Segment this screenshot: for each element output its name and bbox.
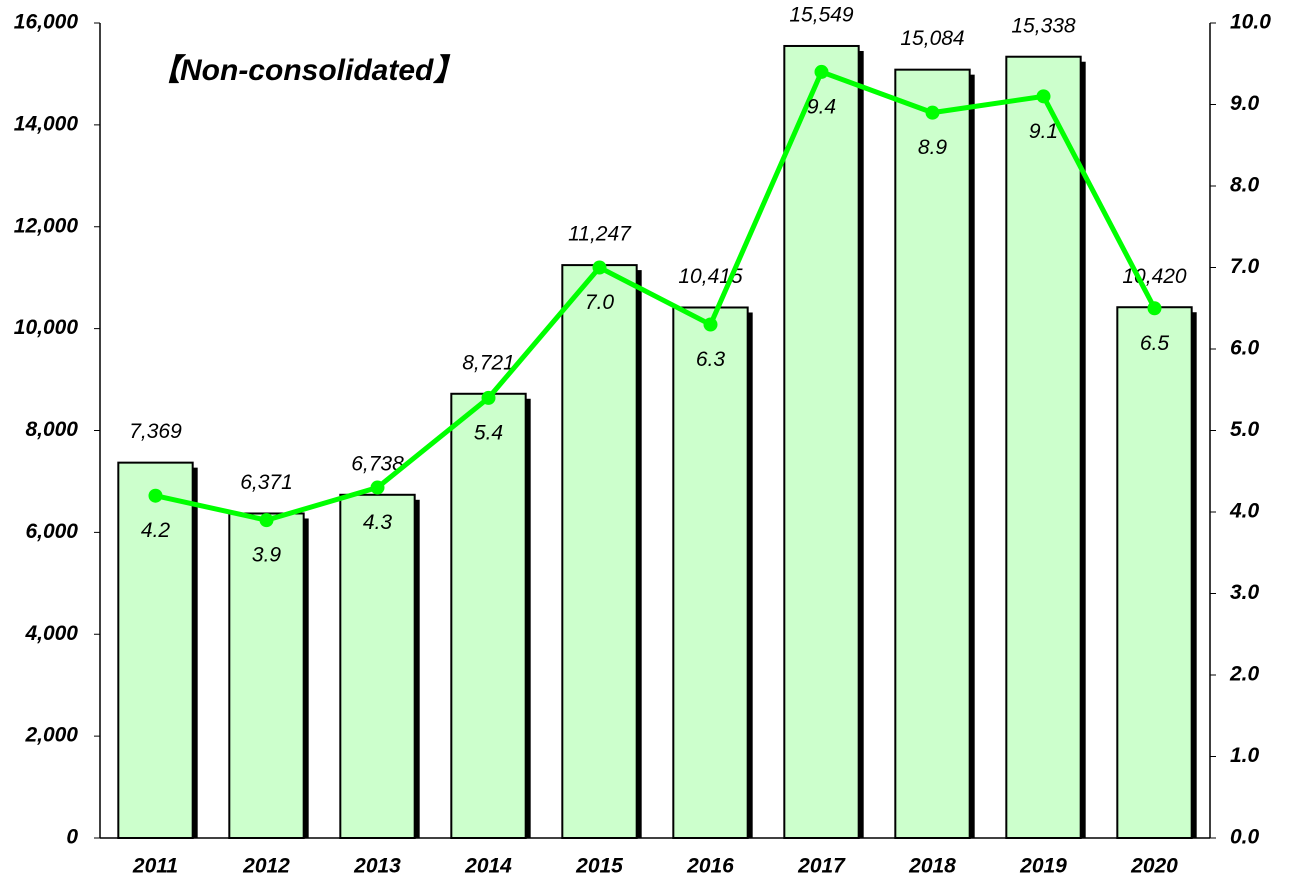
line-marker xyxy=(1036,89,1051,104)
line-value-label: 4.2 xyxy=(141,519,171,542)
y2-tick-label: 10.0 xyxy=(1230,11,1271,34)
line-marker xyxy=(592,260,607,275)
y2-tick-label: 7.0 xyxy=(1230,255,1260,278)
bar xyxy=(561,264,638,839)
line-marker xyxy=(370,480,385,495)
bar xyxy=(783,44,860,839)
line-marker xyxy=(259,513,274,528)
line-marker xyxy=(925,105,940,120)
y-tick-label: 12,000 xyxy=(14,214,79,237)
x-tick-label: 2013 xyxy=(353,855,401,878)
x-tick-label: 2019 xyxy=(1019,855,1067,878)
line-marker xyxy=(814,64,829,79)
line-value-label: 9.1 xyxy=(1029,120,1058,143)
y-tick-label: 4,000 xyxy=(24,622,78,645)
bar-value-label: 11,247 xyxy=(568,223,632,246)
line-value-label: 3.9 xyxy=(252,544,282,567)
annotation: 【Non-consolidated】 xyxy=(150,54,463,87)
y-tick-label: 2,000 xyxy=(24,724,78,747)
x-tick-label: 2020 xyxy=(1130,855,1178,878)
bar xyxy=(672,306,749,839)
x-tick-label: 2015 xyxy=(575,855,623,878)
line-marker xyxy=(1147,301,1162,316)
line-value-label: 7.0 xyxy=(585,291,615,314)
bar xyxy=(1116,306,1193,839)
y2-tick-label: 2.0 xyxy=(1229,663,1260,686)
line-value-label: 6.5 xyxy=(1140,332,1170,355)
y2-tick-label: 5.0 xyxy=(1230,418,1260,441)
bar xyxy=(339,493,416,839)
line-marker xyxy=(148,488,163,503)
y2-tick-label: 0.0 xyxy=(1230,826,1260,849)
line-value-label: 9.4 xyxy=(807,95,836,118)
line-value-label: 8.9 xyxy=(918,136,948,159)
bar xyxy=(450,392,527,839)
y2-tick-label: 3.0 xyxy=(1230,581,1260,604)
x-tick-label: 2014 xyxy=(464,855,512,878)
x-tick-label: 2012 xyxy=(242,855,290,878)
y2-tick-label: 9.0 xyxy=(1230,92,1260,115)
bar-value-label: 15,084 xyxy=(900,27,964,50)
bar xyxy=(894,68,971,839)
x-tick-label: 2017 xyxy=(797,855,846,878)
bar-value-label: 6,738 xyxy=(351,452,404,475)
bar xyxy=(1005,55,1082,839)
bar-value-label: 7,369 xyxy=(129,420,182,443)
bar-value-label: 8,721 xyxy=(462,351,515,374)
y-tick-label: 14,000 xyxy=(14,112,79,135)
y-tick-label: 6,000 xyxy=(25,520,78,543)
line-value-label: 5.4 xyxy=(474,421,503,444)
x-tick-label: 2016 xyxy=(686,855,734,878)
y-tick-label: 10,000 xyxy=(14,316,79,339)
line-value-label: 4.3 xyxy=(363,511,393,534)
y2-tick-label: 8.0 xyxy=(1230,174,1260,197)
bar-value-label: 15,549 xyxy=(789,4,854,27)
x-tick-label: 2011 xyxy=(132,855,178,878)
bar xyxy=(117,461,194,839)
line-marker xyxy=(703,317,718,332)
y-tick-label: 8,000 xyxy=(25,418,78,441)
x-tick-label: 2018 xyxy=(908,855,956,878)
y2-tick-label: 6.0 xyxy=(1230,337,1260,360)
y2-tick-label: 4.0 xyxy=(1229,500,1260,523)
line-value-label: 6.3 xyxy=(696,348,726,371)
y-tick-label: 0 xyxy=(66,826,78,849)
y-tick-label: 16,000 xyxy=(14,11,79,34)
line-marker xyxy=(481,390,496,405)
bar-value-label: 15,338 xyxy=(1011,14,1076,37)
y2-tick-label: 1.0 xyxy=(1230,744,1260,767)
bar-value-label: 6,371 xyxy=(240,471,293,494)
line xyxy=(154,68,1157,523)
bar xyxy=(228,512,305,839)
